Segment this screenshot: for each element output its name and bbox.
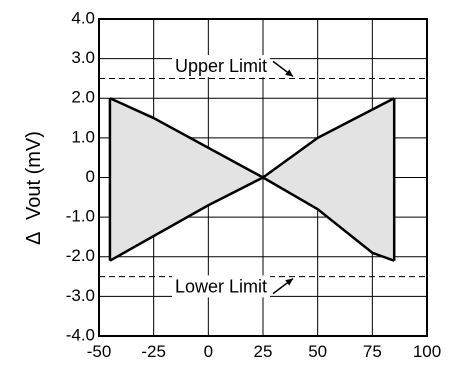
limit-label-backdrop xyxy=(172,55,271,78)
y-tick-label: 0 xyxy=(86,167,95,186)
x-tick-label: 0 xyxy=(204,342,213,361)
y-tick-label: -4.0 xyxy=(66,325,95,344)
y-tick-label: -2.0 xyxy=(66,246,95,265)
upper-limit-label: Upper Limit xyxy=(175,56,267,76)
x-tick-label: 75 xyxy=(363,342,382,361)
lower-limit-arrowhead xyxy=(285,278,294,286)
lower-limit-label: Lower Limit xyxy=(175,276,267,296)
annotations: Upper Limit Lower Limit xyxy=(172,55,294,298)
y-tick-label: 3.0 xyxy=(71,48,95,67)
y-tick-label: 1.0 xyxy=(71,127,95,146)
lower-boundary-line xyxy=(109,176,395,262)
y-tick-label: -1.0 xyxy=(66,207,95,226)
plot-frame xyxy=(98,18,428,337)
x-tick-label: -25 xyxy=(141,342,166,361)
limit-label-backdrop xyxy=(172,275,271,298)
plot-border xyxy=(98,18,428,337)
series-lines xyxy=(108,97,396,262)
x-tick-label: 100 xyxy=(413,342,441,361)
y-axis-label-symbol: Δ xyxy=(23,232,45,245)
y-tick-label: 2.0 xyxy=(71,88,95,107)
x-tick-label: -50 xyxy=(87,342,112,361)
y-tick-label: -3.0 xyxy=(66,286,95,305)
x-tick-labels: -50 -25 0 25 50 75 100 xyxy=(87,342,441,361)
y-axis-label: Vout (mV) xyxy=(23,131,45,220)
x-tick-label: 25 xyxy=(254,342,273,361)
y-tick-label: 4.0 xyxy=(71,8,95,27)
y-tick-labels: 4.0 3.0 2.0 1.0 0 -1.0 -2.0 -3.0 -4.0 xyxy=(66,8,95,344)
upper-limit-arrowhead xyxy=(285,69,294,77)
x-tick-label: 50 xyxy=(308,342,327,361)
